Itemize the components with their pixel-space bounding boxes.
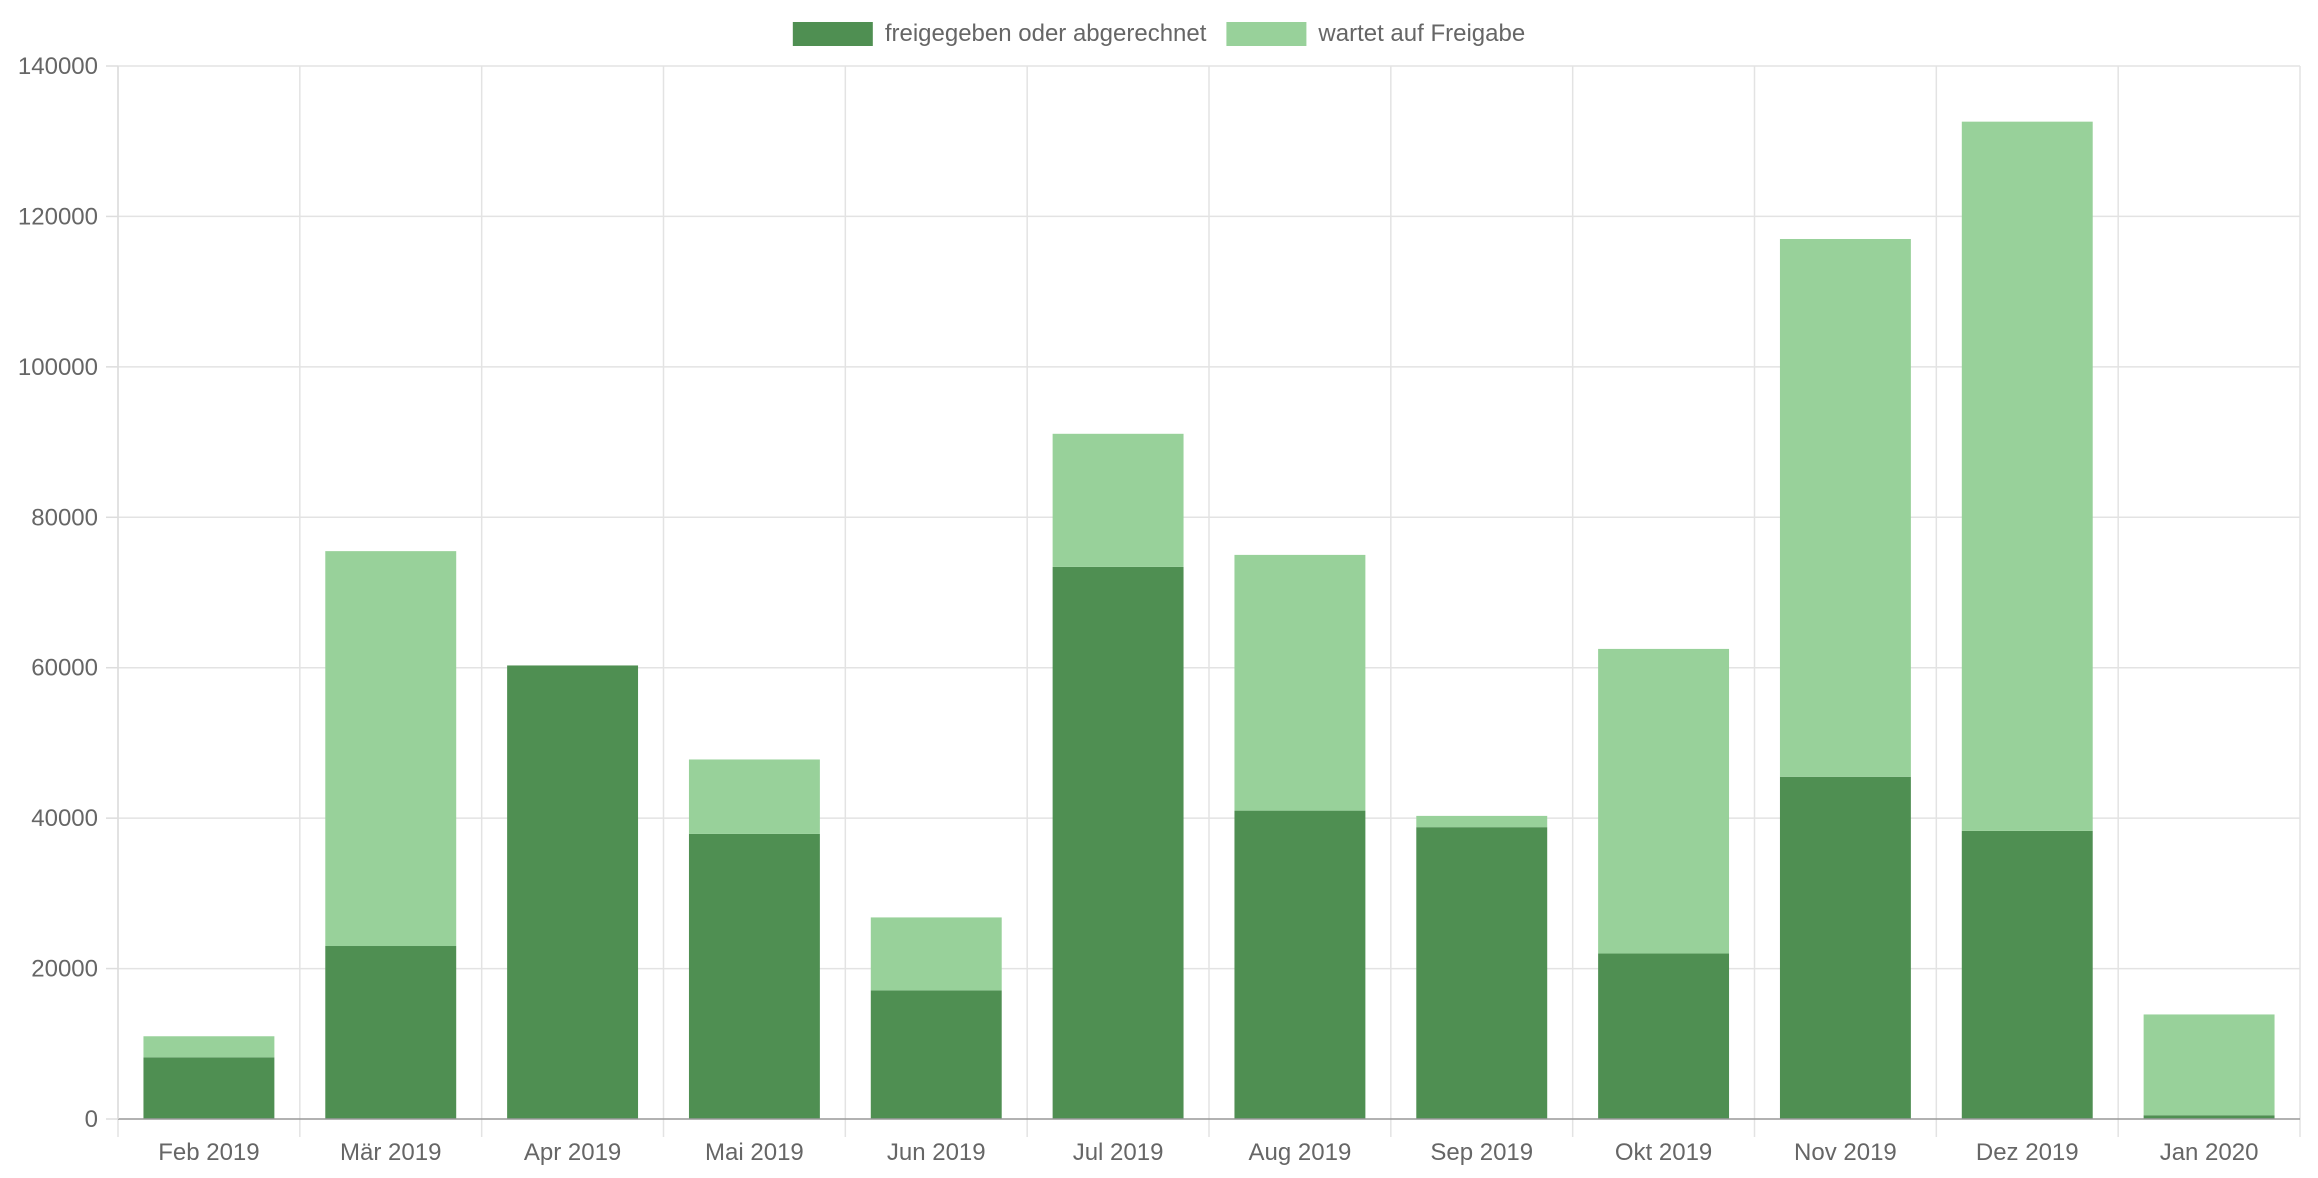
bar-pending[interactable] [1052, 433, 1184, 567]
y-tick-label: 60000 [31, 655, 98, 682]
bar-pending[interactable] [1416, 815, 1548, 828]
bar-approved[interactable] [1779, 776, 1911, 1119]
legend-item[interactable]: wartet auf Freigabe [1226, 20, 1525, 47]
x-tick-label: Mai 2019 [705, 1139, 804, 1166]
bars [143, 121, 2275, 1119]
bar-pending[interactable] [143, 1036, 275, 1058]
bar-pending[interactable] [1234, 554, 1366, 811]
x-tick-label: Nov 2019 [1794, 1139, 1897, 1166]
legend-swatch [792, 22, 873, 46]
x-tick-label: Feb 2019 [158, 1139, 259, 1166]
x-tick-label: Aug 2019 [1249, 1139, 1352, 1166]
x-tick-label: Apr 2019 [524, 1139, 621, 1166]
legend: freigegeben oder abgerechnet wartet auf F… [792, 20, 1525, 47]
bar-approved[interactable] [1052, 566, 1184, 1119]
x-tick-label: Okt 2019 [1615, 1139, 1712, 1166]
y-axis-tick-labels: 0 20000 40000 60000 80000 100000 120000 140000 [18, 53, 98, 1133]
x-tick-label: Sep 2019 [1430, 1139, 1533, 1166]
legend-label: wartet auf Freigabe [1317, 20, 1525, 47]
bar-pending[interactable] [325, 551, 457, 947]
legend-item[interactable]: freigegeben oder abgerechnet [792, 20, 1207, 47]
x-axis-tick-labels: Feb 2019 Mär 2019 Apr 2019 Mai 2019 Jun 2019… [158, 1139, 2258, 1166]
y-tick-label: 80000 [31, 504, 98, 531]
y-tick-label: 140000 [18, 53, 98, 80]
bar-pending[interactable] [1961, 121, 2093, 831]
bar-pending[interactable] [1779, 238, 1911, 777]
bar-pending[interactable] [2143, 1014, 2275, 1116]
bar-approved[interactable] [688, 833, 820, 1119]
axes [106, 65, 2300, 1120]
y-tick-label: 120000 [18, 203, 98, 230]
x-tick-label: Dez 2019 [1976, 1139, 2079, 1166]
bar-approved[interactable] [870, 990, 1002, 1119]
bar-approved[interactable] [1416, 827, 1548, 1119]
legend-label: freigegeben oder abgerechnet [885, 20, 1207, 47]
bar-approved[interactable] [507, 665, 639, 1119]
bar-pending[interactable] [870, 917, 1002, 991]
x-tick-label: Mär 2019 [340, 1139, 441, 1166]
bar-approved[interactable] [2143, 1115, 2275, 1119]
bar-approved[interactable] [1598, 953, 1730, 1119]
grid-lines [117, 65, 2301, 1137]
bar-approved[interactable] [1961, 830, 2093, 1119]
bar-pending[interactable] [1598, 648, 1730, 954]
bar-approved[interactable] [325, 946, 457, 1119]
x-tick-label: Jan 2020 [2160, 1139, 2259, 1166]
bar-approved[interactable] [1234, 810, 1366, 1119]
x-tick-label: Jun 2019 [887, 1139, 986, 1166]
x-tick-label: Jul 2019 [1073, 1139, 1164, 1166]
bar-pending[interactable] [688, 759, 820, 834]
y-tick-label: 100000 [18, 354, 98, 381]
bar-approved[interactable] [143, 1057, 275, 1119]
y-tick-label: 40000 [31, 805, 98, 832]
y-tick-label: 0 [85, 1106, 98, 1133]
y-tick-label: 20000 [31, 956, 98, 983]
legend-swatch [1226, 22, 1307, 46]
